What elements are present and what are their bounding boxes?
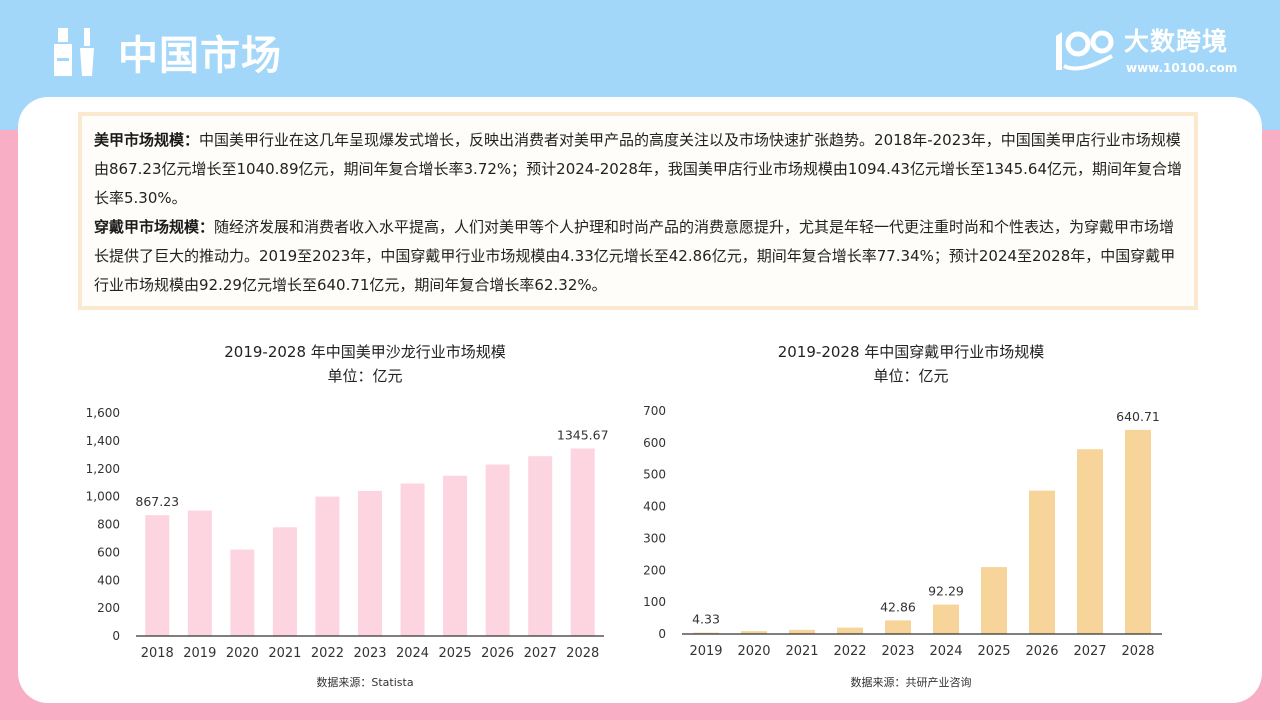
chart2-xtick-label: 2024 xyxy=(929,644,962,659)
chart1-svg: 0 200 400 600 800 1,000 1,200 1,400 1,600 2018 867… xyxy=(86,406,609,661)
chart1-bar xyxy=(272,527,297,636)
chart2-xtick-label: 2026 xyxy=(1025,644,1058,659)
chart1-subtitle: 单位：亿元 xyxy=(327,367,403,385)
chart2-title: 2019-2028 年中国穿戴甲行业市场规模 xyxy=(777,343,1045,361)
chart1-xtick-label: 2023 xyxy=(353,646,386,661)
brand-name: 大数跨境 xyxy=(1124,27,1229,56)
chart1-ytick-label: 1,600 xyxy=(86,406,120,420)
chart2-bar xyxy=(981,567,1007,634)
chart2-xtick-label: 2025 xyxy=(977,644,1010,659)
chart1-bar xyxy=(145,515,170,636)
intro-text-nail-market: 中国美甲行业在这几年呈现爆发式增长，反映出消费者对美甲产品的高度关注以及市场快速… xyxy=(94,131,1182,207)
chart2-subtitle: 单位：亿元 xyxy=(873,367,949,385)
chart1-data-label: 1345.67 xyxy=(557,427,609,442)
chart1-bar xyxy=(358,490,382,636)
chart2-data-label: 640.71 xyxy=(1116,409,1160,424)
nail-polish-icon xyxy=(54,28,94,76)
chart2-bar xyxy=(741,631,767,634)
chart2-bar xyxy=(837,627,863,634)
chart1-bar xyxy=(485,464,510,636)
brand-url: www.10100.com xyxy=(1126,61,1238,75)
chart1-ytick-label: 600 xyxy=(97,545,120,559)
chart1-title-block: 2019-2028 年中国美甲沙龙行业市场规模 单位：亿元 xyxy=(165,340,565,388)
chart1-xtick-label: 2027 xyxy=(524,646,557,661)
intro-text-press-on-market: 随经济发展和消费者收入水平提高，人们对美甲等个人护理和时尚产品的消费意愿提升，尤… xyxy=(94,218,1176,294)
chart1-ytick-label: 800 xyxy=(97,518,120,532)
chart2-svg: 0 100 200 300 400 500 600 700 2019 4.33 2020 2021 20… xyxy=(643,404,1162,659)
chart2-ytick-label: 700 xyxy=(643,404,666,418)
chart2-bar xyxy=(1125,429,1151,634)
chart1-bar xyxy=(315,496,340,636)
chart1-ytick-label: 400 xyxy=(97,573,120,587)
chart2-ytick-label: 300 xyxy=(643,531,666,545)
chart2-data-label: 92.29 xyxy=(928,584,964,599)
chart1-xtick-label: 2026 xyxy=(481,646,514,661)
chart1-bar xyxy=(187,510,212,636)
chart2-bar xyxy=(789,629,815,634)
chart2-xtick-label: 2020 xyxy=(737,644,770,659)
chart1-ytick-label: 1,200 xyxy=(86,462,120,476)
chart1-xtick-label: 2025 xyxy=(439,646,472,661)
intro-box: 美甲市场规模：中国美甲行业在这几年呈现爆发式增长，反映出消费者对美甲产品的高度关… xyxy=(78,112,1198,310)
chart1-xtick-label: 2019 xyxy=(183,646,216,661)
chart1-xtick-label: 2018 xyxy=(141,646,174,661)
chart2-ytick-label: 100 xyxy=(643,595,666,609)
chart2-ytick-label: 200 xyxy=(643,563,666,577)
chart1-data-label: 867.23 xyxy=(135,494,179,509)
chart2-xtick-label: 2023 xyxy=(881,644,914,659)
chart2-source: 数据来源：共研产业咨询 xyxy=(850,676,972,689)
chart1-xtick-label: 2022 xyxy=(311,646,344,661)
intro-paragraph-nail-market: 美甲市场规模：中国美甲行业在这几年呈现爆发式增长，反映出消费者对美甲产品的高度关… xyxy=(94,126,1182,213)
page-title: 中国市场 xyxy=(118,33,282,79)
chart2-xtick-label: 2019 xyxy=(689,644,722,659)
chart1-bar xyxy=(400,483,425,636)
chart1-ytick-label: 1,000 xyxy=(86,490,120,504)
intro-label-press-on-market: 穿戴甲市场规模： xyxy=(94,218,215,236)
chart1-xtick-label: 2021 xyxy=(268,646,301,661)
chart1-ytick-label: 1,400 xyxy=(86,434,120,448)
brand-logo: 大数跨境 www.10100.com xyxy=(1050,26,1250,78)
chart2-xtick-label: 2022 xyxy=(833,644,866,659)
chart1-source: 数据来源：Statista xyxy=(316,676,414,689)
chart1-xtick-label: 2024 xyxy=(396,646,429,661)
intro-label-nail-market: 美甲市场规模： xyxy=(94,131,200,149)
chart1-title: 2019-2028 年中国美甲沙龙行业市场规模 xyxy=(224,343,506,361)
chart1-ytick-label: 200 xyxy=(97,601,120,615)
chart1-bar xyxy=(443,475,468,636)
chart2-data-label: 42.86 xyxy=(880,599,916,614)
chart2-ytick-label: 600 xyxy=(643,436,666,450)
chart1-bar xyxy=(230,549,255,636)
chart2-xtick-label: 2021 xyxy=(785,644,818,659)
brand-logo-mark-icon xyxy=(1056,30,1114,71)
chart2-ytick-label: 400 xyxy=(643,500,666,514)
chart1-bar xyxy=(528,456,553,636)
chart2-xtick-label: 2027 xyxy=(1073,644,1106,659)
chart1-ytick-label: 0 xyxy=(112,629,120,643)
chart2-ytick-label: 0 xyxy=(658,627,666,641)
chart2-ytick-label: 500 xyxy=(643,468,666,482)
chart1-bar xyxy=(570,448,595,636)
chart2-data-label: 4.33 xyxy=(692,612,720,627)
chart2-title-block: 2019-2028 年中国穿戴甲行业市场规模 单位：亿元 xyxy=(711,340,1111,388)
chart1-xtick-label: 2020 xyxy=(226,646,259,661)
chart2-bar xyxy=(885,620,911,634)
chart2-bar xyxy=(933,604,959,634)
intro-paragraph-press-on-market: 穿戴甲市场规模：随经济发展和消费者收入水平提高，人们对美甲等个人护理和时尚产品的… xyxy=(94,213,1182,300)
chart1-xtick-label: 2028 xyxy=(566,646,599,661)
chart2-bar xyxy=(693,632,719,634)
chart2-bar xyxy=(1029,490,1055,634)
chart2-bar xyxy=(1077,449,1103,634)
chart2-xtick-label: 2028 xyxy=(1121,644,1154,659)
